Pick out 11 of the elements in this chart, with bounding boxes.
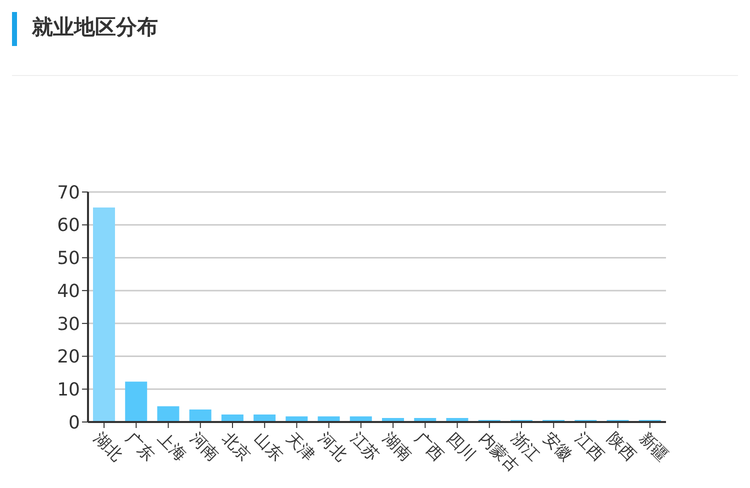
y-tick-label: 0 [68,412,80,434]
y-tick-label: 20 [57,346,80,368]
y-tick-label: 30 [57,314,80,335]
x-tick-label: 湖北 [90,428,126,465]
y-tick-label: 10 [57,380,80,401]
x-tick-label: 河北 [314,428,351,465]
y-tick-label: 40 [57,280,80,302]
y-tick-label: 50 [57,248,80,270]
y-tick-label: 60 [57,215,80,236]
chart-title: 就业地区分布 [32,14,158,41]
y-tick-label: 70 [57,182,80,204]
